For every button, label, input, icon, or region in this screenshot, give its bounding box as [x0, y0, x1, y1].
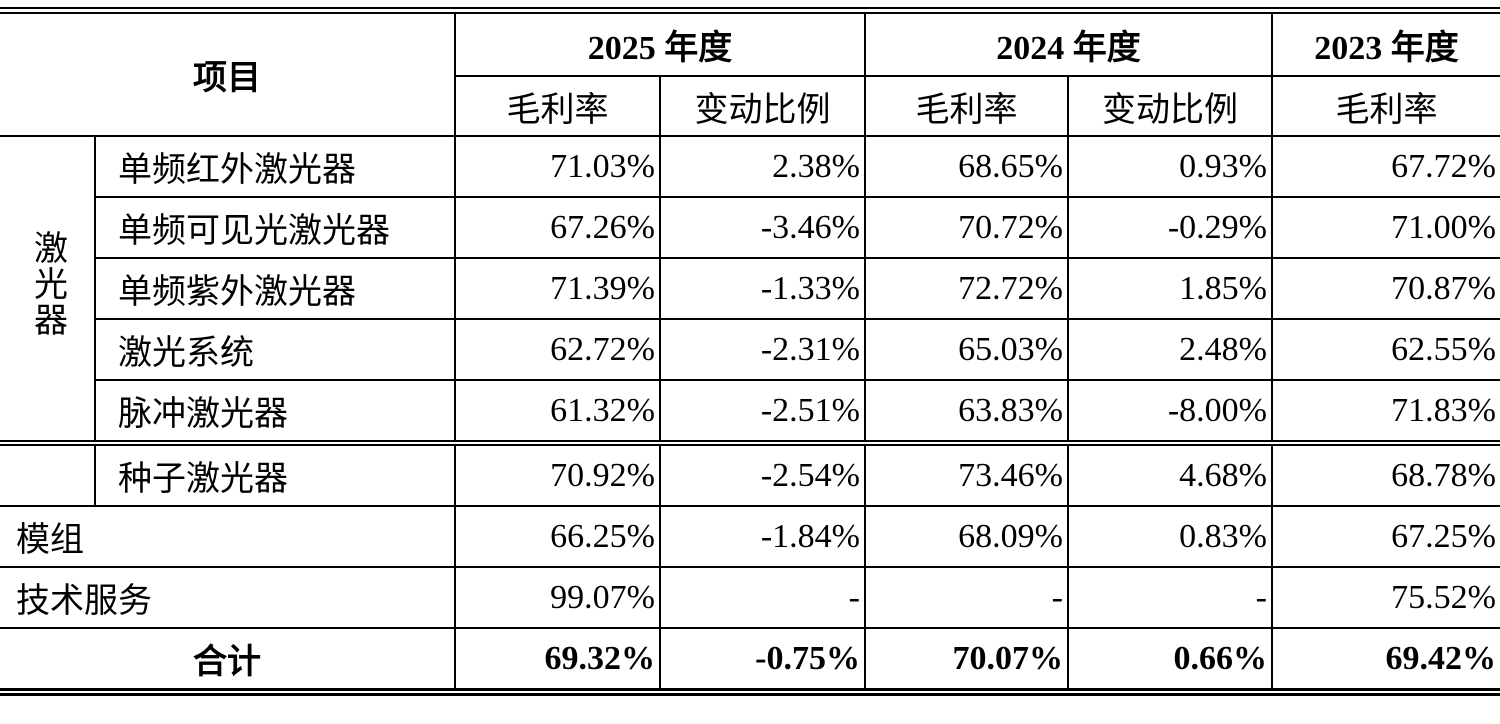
value-cell: 67.26%: [454, 196, 661, 259]
value-cell: -: [1067, 566, 1273, 629]
year-header: 2024 年度: [864, 9, 1273, 77]
row-label: 激光系统: [95, 318, 456, 381]
total-value: 70.07%: [864, 627, 1069, 693]
column-header: 变动比例: [1067, 75, 1273, 137]
value-cell: 73.46%: [864, 440, 1069, 507]
data-row: 激光系统 62.72% -2.31% 65.03% 2.48% 62.55%: [0, 318, 1500, 381]
value-cell: 68.65%: [864, 135, 1069, 198]
value-cell: 63.83%: [864, 379, 1069, 444]
total-value: 69.42%: [1271, 627, 1500, 693]
value-cell: -2.31%: [659, 318, 866, 381]
value-cell: -8.00%: [1067, 379, 1273, 444]
value-cell: 71.39%: [454, 257, 661, 320]
row-label: 脉冲激光器: [95, 379, 456, 444]
total-value: 0.66%: [1067, 627, 1273, 693]
data-row: 技术服务 99.07% - - -75.52%: [0, 566, 1500, 629]
value-cell: 72.72%: [864, 257, 1069, 320]
value-cell: -2.54%: [659, 440, 866, 507]
value-cell: 75.52%: [1271, 566, 1500, 629]
year-header: 2023 年度: [1271, 9, 1500, 77]
value-cell: 61.32%: [454, 379, 661, 444]
value-cell: 2.38%: [659, 135, 866, 198]
group-cell: 激光器: [0, 135, 96, 444]
row-label: 技术服务: [0, 566, 456, 629]
column-header: 毛利率: [864, 75, 1069, 137]
header-row: 项目 2025 年度 2024 年度 2023 年度: [0, 9, 1500, 137]
value-cell: 1.85%: [1067, 257, 1273, 320]
data-row: 激光器 单频红外激光器 71.03% 2.38% 68.65% 0.93% 67.72%: [0, 135, 1500, 444]
subheader-row: 毛利率 变动比例 毛利率 变动比例 毛利率: [0, 75, 1500, 137]
data-row: 单频紫外激光器 71.39% -1.33% 72.72% 1.85% 70.87%: [0, 257, 1500, 320]
value-cell: -2.51%: [659, 379, 866, 444]
row-label: 种子激光器: [94, 440, 456, 507]
value-cell: 4.68%: [1067, 440, 1273, 507]
total-label: 合计: [0, 627, 456, 693]
value-cell: -0.29%: [1067, 196, 1273, 259]
value-cell: 62.72%: [454, 318, 661, 381]
value-cell: 70.72%: [864, 196, 1069, 259]
row-label: 单频可见光激光器: [95, 196, 456, 259]
value-cell: 66.25%: [454, 505, 661, 568]
total-row: 合计 69.32% -0.75% 70.07% 0.66% 69.42%: [0, 627, 1500, 693]
value-cell: 0.93%: [1067, 135, 1273, 198]
value-cell: 68.78%: [1271, 440, 1500, 507]
value-cell: -3.46%: [659, 196, 866, 259]
value-cell: -: [864, 566, 1069, 629]
empty-cell: [0, 440, 96, 507]
value-cell: 67.72%: [1271, 135, 1500, 198]
value-cell: -1.84%: [659, 505, 866, 568]
value-cell: 68.09%: [864, 505, 1069, 568]
data-row: 单频可见光激光器 67.26% -3.46% 70.72% -0.29% 71.00%: [0, 196, 1500, 259]
item-header: 项目: [0, 9, 456, 137]
value-cell: 0.83%: [1067, 505, 1273, 568]
margin-table: 项目 2025 年度 2024 年度 2023 年度 毛利率 变动比例 毛利率 变动比例 毛利率…: [0, 7, 1500, 696]
value-cell: 70.87%: [1271, 257, 1500, 320]
data-row: 种子激光器 70.92% -2.54% 73.46% 4.68% 68.78%: [0, 440, 1500, 507]
column-header: 变动比例: [659, 75, 866, 137]
data-row: 脉冲激光器 61.32% -2.51% 63.83% -8.00% 71.83%: [0, 379, 1500, 444]
total-value: 69.32%: [454, 627, 661, 693]
value-cell: 2.48%: [1067, 318, 1273, 381]
value-cell: -: [659, 566, 866, 629]
year-header: 2025 年度: [454, 9, 866, 77]
data-row: 模组 66.25% -1.84% 68.09% 0.83% 67.25%: [0, 505, 1500, 568]
row-label: 单频紫外激光器: [95, 257, 456, 320]
value-cell: 62.55%: [1271, 318, 1500, 381]
row-label: 模组: [0, 505, 456, 568]
total-value: -0.75%: [659, 627, 866, 693]
table-body: 项目 2025 年度 2024 年度 2023 年度 毛利率 变动比例 毛利率 变动比例 毛利率…: [0, 9, 1500, 693]
value-cell: 65.03%: [864, 318, 1069, 381]
column-header: 毛利率: [1271, 75, 1500, 137]
value-cell: 67.25%: [1271, 505, 1500, 568]
value-cell: -1.33%: [659, 257, 866, 320]
value-cell: 70.92%: [454, 440, 661, 507]
value-cell: 99.07%: [454, 566, 661, 629]
value-cell: 71.83%: [1271, 379, 1500, 444]
value-cell: 71.03%: [454, 135, 661, 198]
column-header: 毛利率: [455, 75, 661, 137]
row-label: 单频红外激光器: [94, 135, 456, 198]
group-label: 激光器: [28, 230, 66, 338]
value-cell: 71.00%: [1271, 196, 1500, 259]
